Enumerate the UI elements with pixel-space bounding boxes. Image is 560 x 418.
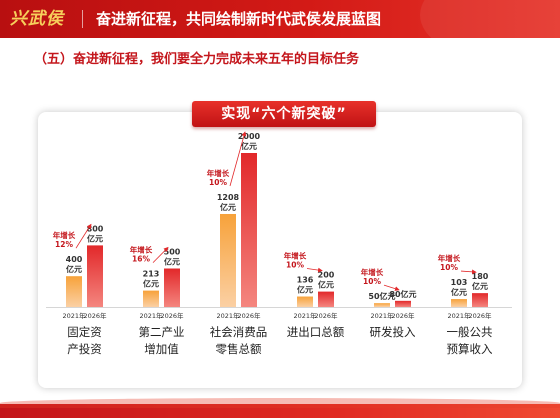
growth-label: 年增长 [130, 245, 153, 255]
footer-stripe [0, 398, 560, 418]
category-label: 零售总额 [216, 342, 262, 356]
data-label-2026: 亿元 [318, 280, 334, 290]
bar-2021 [66, 276, 82, 307]
data-label-2021: 亿元 [143, 279, 159, 289]
bar-2026 [472, 293, 488, 307]
category-label: 一般公共 [447, 325, 493, 339]
growth-label: 年增长 [53, 230, 76, 240]
tick-label-2021: 2021年 [293, 311, 317, 320]
data-label-2026: 亿元 [241, 141, 257, 151]
tick-label-2026: 2026年 [314, 311, 338, 320]
data-label-2026: 亿元 [164, 257, 180, 267]
growth-arrow [306, 267, 323, 273]
growth-value: 10% [209, 178, 227, 187]
bar-2021 [297, 296, 313, 307]
growth-arrow [383, 284, 400, 291]
growth-value: 12% [55, 240, 73, 249]
tick-label-2021: 2021年 [139, 311, 163, 320]
growth-arrow [460, 269, 477, 275]
growth-label: 年增长 [361, 267, 384, 277]
growth-value: 10% [363, 277, 381, 286]
data-label-2021: 1208 [217, 193, 240, 202]
tick-label-2026: 2026年 [160, 311, 184, 320]
bar-2026 [241, 153, 257, 307]
data-label-2026: 500 [164, 248, 181, 257]
bar-2021 [451, 299, 467, 307]
growth-arrow [152, 246, 169, 263]
tick-label-2026: 2026年 [468, 311, 492, 320]
growth-arrow [75, 223, 92, 249]
data-label-2021: 103 [451, 278, 468, 287]
tick-label-2021: 2021年 [216, 311, 240, 320]
data-label-2021: 亿元 [297, 285, 313, 295]
footer-wave [0, 398, 560, 408]
header-divider [82, 10, 83, 28]
growth-label: 年增长 [207, 168, 230, 178]
bar-2026 [318, 291, 334, 307]
bar-2021 [374, 303, 390, 307]
category-label: 进出口总额 [287, 325, 345, 339]
tick-label-2026: 2026年 [391, 311, 415, 320]
section-title: （五）奋进新征程，我们要全力完成未来五年的目标任务 [34, 52, 360, 67]
category-label: 第二产业 [139, 325, 185, 339]
data-label-2021: 136 [297, 276, 314, 285]
tick-label-2026: 2026年 [237, 311, 261, 320]
chart-banner-title: 实现“六个新突破” [192, 101, 376, 127]
data-label-2026: 2000 [238, 132, 261, 141]
category-label: 研发投入 [370, 325, 416, 339]
growth-value: 10% [286, 261, 304, 270]
page-title: 奋进新征程，共同绘制新时代武侯发展蓝图 [96, 10, 382, 28]
bar-2026 [87, 245, 103, 307]
bar-2021 [220, 213, 236, 307]
data-label-2021: 213 [143, 270, 160, 279]
category-label: 固定资 [67, 325, 102, 339]
category-label: 产投资 [67, 342, 102, 356]
growth-arrow [229, 131, 247, 187]
data-label-2026: 亿元 [472, 281, 488, 291]
bar-2026 [395, 300, 411, 307]
data-label-2026: 800 [87, 224, 104, 233]
growth-value: 16% [132, 255, 150, 264]
tick-label-2021: 2021年 [62, 311, 86, 320]
brand-logo: 兴武侯 [10, 9, 64, 29]
growth-label: 年增长 [284, 251, 307, 261]
bar-2026 [164, 268, 180, 307]
data-label-2021: 亿元 [220, 202, 236, 212]
data-label-2021: 50亿元 [368, 291, 395, 301]
tick-label-2021: 2021年 [447, 311, 471, 320]
growth-value: 10% [440, 263, 458, 272]
category-label: 社会消费品 [210, 325, 268, 339]
data-label-2026: 200 [318, 271, 335, 280]
growth-label: 年增长 [438, 253, 461, 263]
tick-label-2026: 2026年 [83, 311, 107, 320]
chart-panel [38, 112, 522, 388]
tick-label-2021: 2021年 [370, 311, 394, 320]
header-bar: 兴武侯 奋进新征程，共同绘制新时代武侯发展蓝图 [0, 0, 560, 38]
data-label-2021: 400 [66, 255, 83, 264]
data-label-2026: 80亿元 [389, 289, 416, 299]
data-label-2021: 亿元 [451, 287, 467, 297]
bar-2021 [143, 290, 159, 307]
data-label-2026: 180 [472, 272, 489, 281]
category-label: 增加值 [144, 342, 179, 356]
data-label-2021: 亿元 [66, 264, 82, 274]
category-label: 预算收入 [447, 342, 493, 356]
data-label-2026: 亿元 [87, 233, 103, 243]
header-decoration [420, 0, 560, 38]
